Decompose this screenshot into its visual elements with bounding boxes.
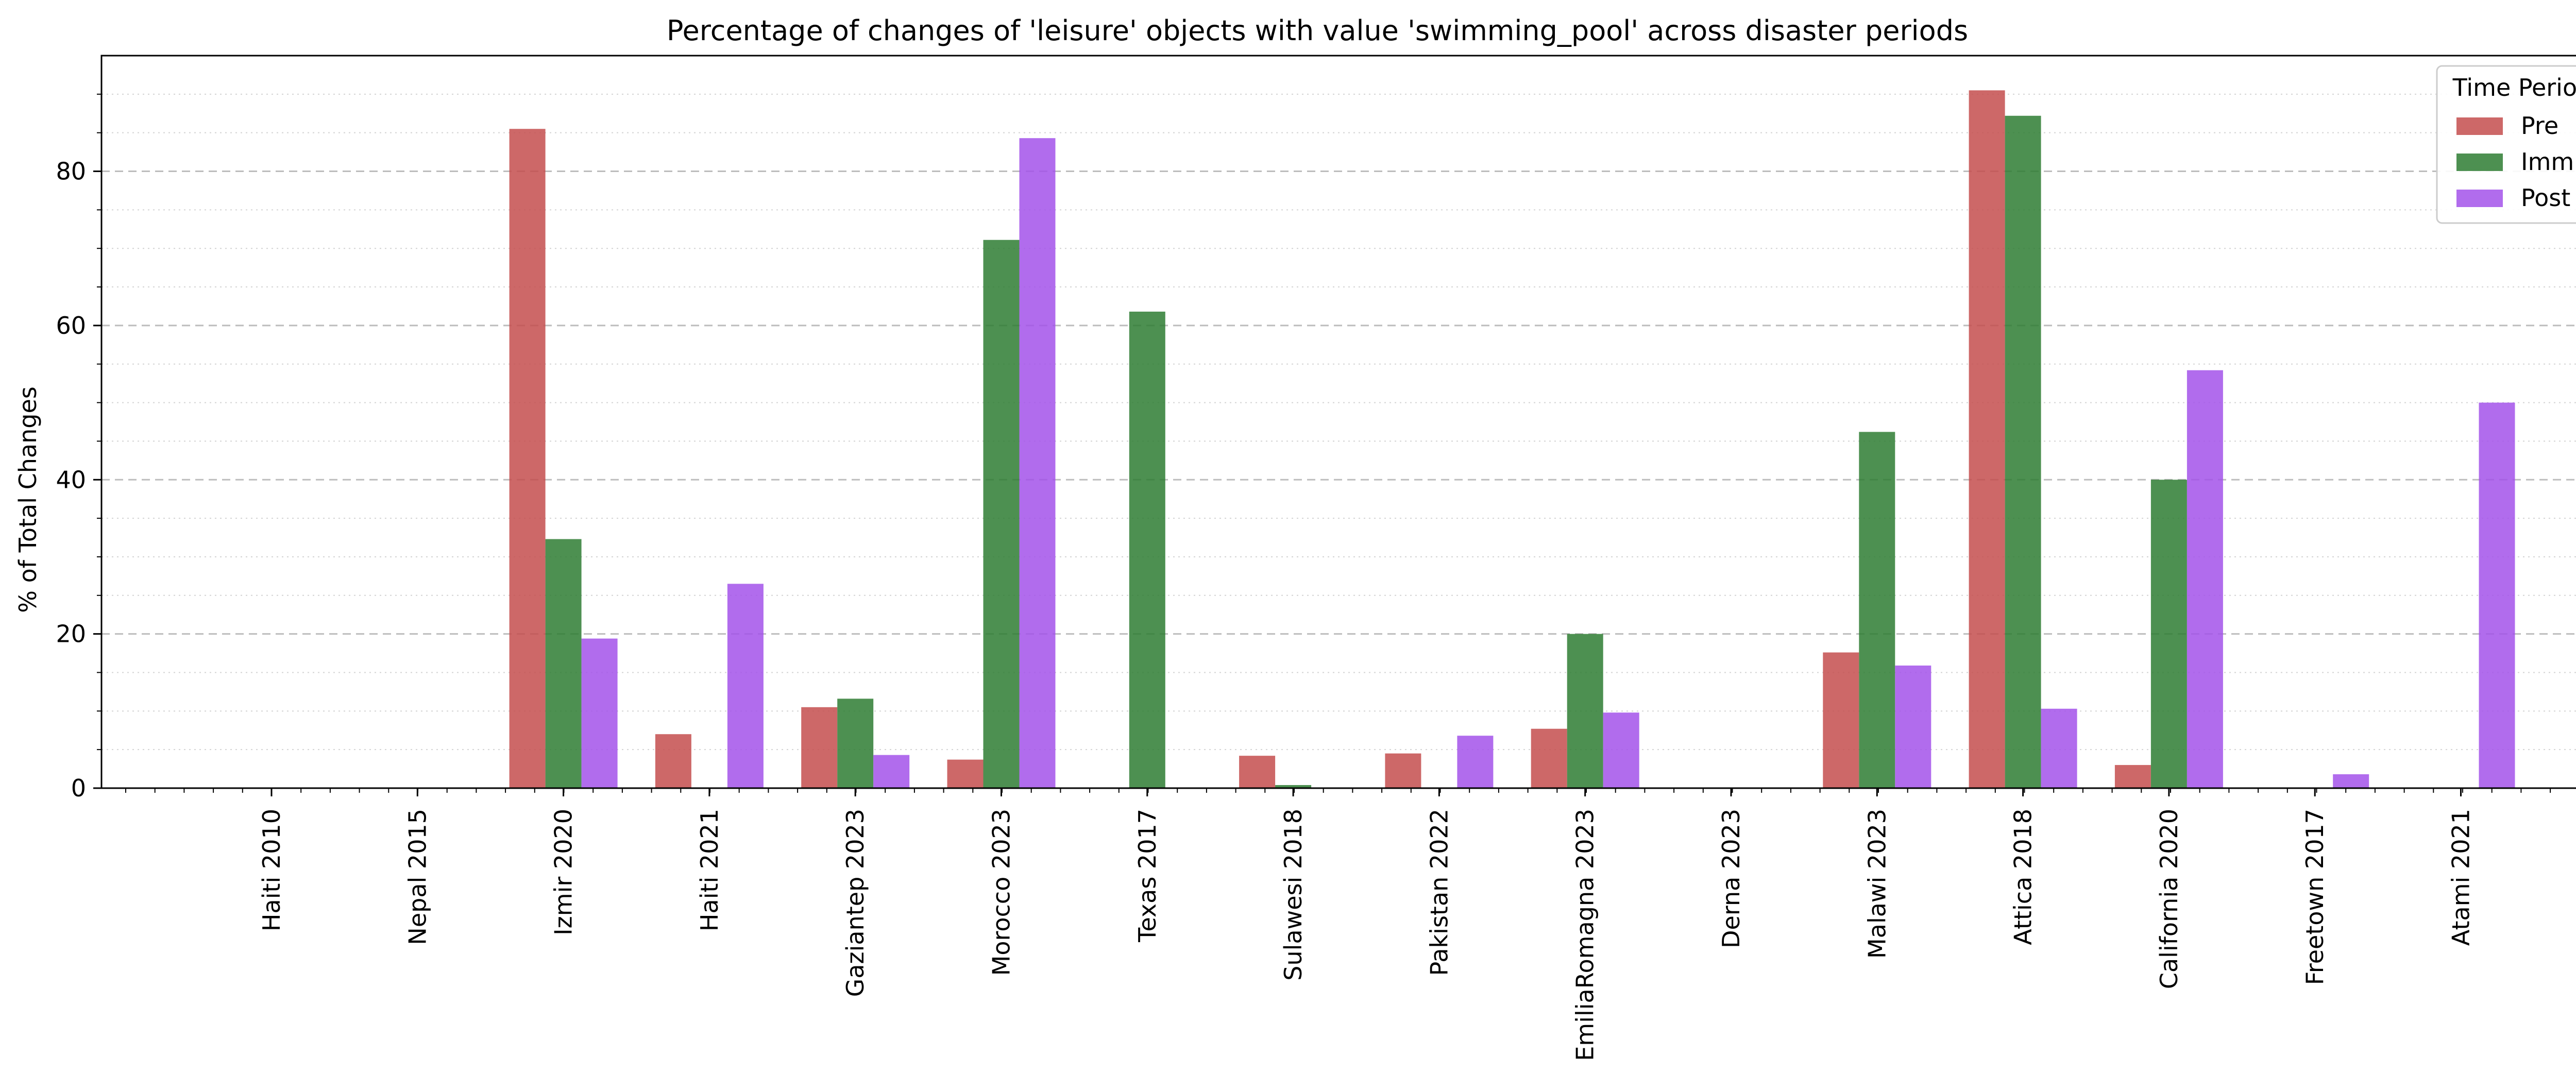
x-tick-label: Attica 2018 — [2009, 809, 2037, 945]
legend-title: Time Period — [2452, 74, 2576, 101]
bar-pre — [801, 707, 838, 788]
y-tick-label: 80 — [56, 158, 86, 185]
bar-post — [1457, 736, 1494, 788]
bar-post — [2479, 402, 2515, 788]
x-tick-label: Haiti 2010 — [258, 809, 285, 931]
x-tick-label: Derna 2023 — [1717, 809, 1745, 948]
legend-label-pre: Pre — [2521, 112, 2558, 140]
bar-pre — [1531, 728, 1567, 788]
x-tick-label: Morocco 2023 — [988, 809, 1015, 976]
bar-pre — [947, 759, 984, 788]
bar-pre — [1969, 90, 2005, 788]
y-tick-label: 0 — [71, 774, 86, 802]
bar-pre — [655, 734, 691, 788]
legend-label-imm: Imm — [2521, 148, 2574, 176]
bar-imm — [1275, 785, 1312, 788]
chart-title: Percentage of changes of 'leisure' objec… — [667, 14, 1968, 47]
bar-imm — [2150, 480, 2187, 788]
x-tick-label: Texas 2017 — [1133, 809, 1161, 943]
x-tick-label: Atami 2021 — [2447, 809, 2475, 946]
x-tick-label: Nepal 2015 — [403, 809, 431, 945]
bar-post — [2333, 774, 2369, 788]
x-tick-label: Izmir 2020 — [550, 809, 578, 935]
bars — [509, 90, 2515, 789]
y-tick-label: 40 — [56, 466, 86, 493]
legend-swatch-imm — [2456, 154, 2503, 171]
bar-post — [727, 584, 764, 788]
axes: 0 20 40 60 80 Haiti 2010 Nepal 2015 Izmir 2020 H… — [56, 55, 2576, 1061]
bar-imm — [545, 539, 582, 788]
bar-pre — [509, 129, 546, 789]
bar-post — [873, 755, 910, 788]
bar-post — [2041, 708, 2077, 788]
legend-swatch-post — [2456, 190, 2503, 207]
bar-pre — [1823, 652, 1859, 788]
x-tick-label: California 2020 — [2155, 809, 2183, 989]
bar-pre — [1239, 756, 1276, 788]
x-tick-label: Freetown 2017 — [2301, 809, 2329, 985]
bar-imm — [1129, 311, 1165, 788]
bar-post — [1895, 666, 1931, 788]
bar-imm — [1859, 432, 1895, 788]
bar-pre — [1385, 753, 1421, 788]
bar-post — [1019, 138, 1056, 788]
bar-post — [1603, 712, 1639, 788]
bar-post — [2187, 370, 2223, 788]
plot-frame — [100, 55, 2576, 789]
y-tick-label: 60 — [56, 312, 86, 339]
bar-post — [581, 638, 618, 788]
bar-imm — [2005, 115, 2041, 789]
x-tick-label: Gaziantep 2023 — [841, 809, 869, 997]
bar-imm — [983, 240, 1020, 789]
x-tick-label: Malawi 2023 — [1863, 809, 1891, 959]
bar-pre — [2114, 765, 2151, 788]
bar-imm — [1567, 634, 1603, 788]
y-axis-label: % of Total Changes — [14, 386, 42, 612]
legend-box — [2436, 65, 2576, 224]
bar-imm — [837, 699, 874, 788]
x-tick-label: EmiliaRomagna 2023 — [1571, 809, 1599, 1061]
legend: Time Period Pre Imm Post — [2436, 65, 2576, 224]
x-tick-label: Pakistan 2022 — [1425, 809, 1453, 976]
legend-swatch-pre — [2456, 117, 2503, 135]
legend-label-post: Post — [2521, 184, 2570, 212]
y-tick-label: 20 — [56, 620, 86, 648]
x-tick-label: Sulawesi 2018 — [1279, 809, 1307, 981]
x-tick-label: Haiti 2021 — [696, 809, 723, 931]
